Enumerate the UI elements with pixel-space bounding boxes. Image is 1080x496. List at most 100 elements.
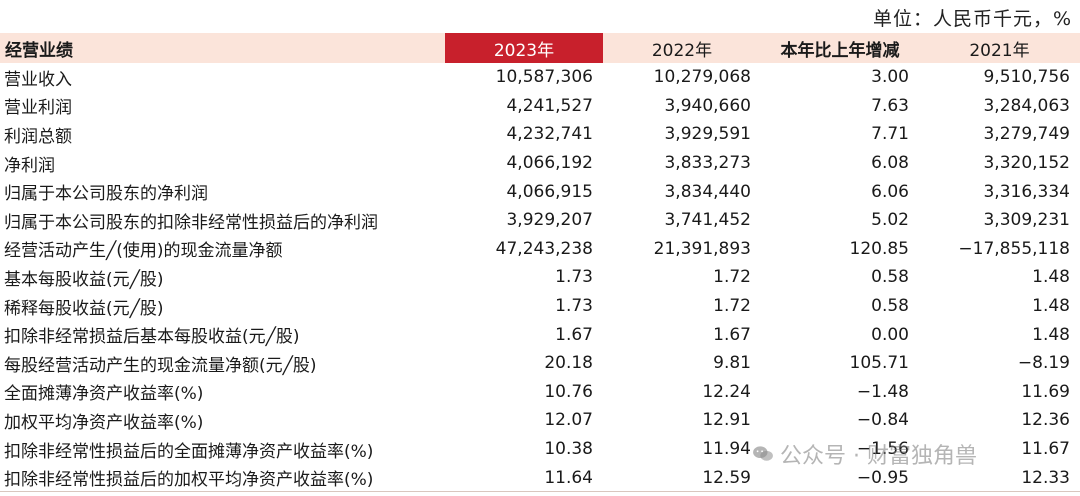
table-row: 稀释每股收益(元╱股) 1.73 1.72 0.58 1.48	[0, 292, 1080, 321]
table-row: 每股经营活动产生的现金流量净额(元╱股) 20.18 9.81 105.71 −8.19	[0, 349, 1080, 378]
cell-2021: 3,279,749	[983, 124, 1070, 145]
table-row: 营业收入 10,587,306 10,279,068 3.00 9,510,756	[0, 63, 1080, 92]
cell-change: 0.58	[871, 267, 909, 288]
cell-change: 7.63	[871, 95, 909, 116]
cell-change: 0.58	[871, 296, 909, 317]
cell-change: 105.71	[849, 353, 909, 374]
cell-2021: 1.48	[1032, 296, 1070, 317]
row-label: 归属于本公司股东的净利润	[4, 184, 208, 205]
cell-change: 7.71	[871, 124, 909, 145]
table-header-row: 经营业绩 2023年 2022年 本年比上年增减 2021年	[0, 33, 1080, 63]
table-row: 扣除非经常性损益后的加权平均净资产收益率(%) 11.64 12.59 −0.95 12…	[0, 463, 1080, 492]
cell-change: 0.00	[871, 324, 909, 345]
cell-2023: 47,243,238	[495, 238, 593, 259]
performance-table: 经营业绩 2023年 2022年 本年比上年增减 2021年 营业收入 10,58…	[0, 33, 1080, 492]
table-row: 加权平均净资产收益率(%) 12.07 12.91 −0.84 12.36	[0, 406, 1080, 435]
cell-2021: 1.48	[1032, 324, 1070, 345]
table-row: 营业利润 4,241,527 3,940,660 7.63 3,284,063	[0, 92, 1080, 121]
row-label: 基本每股收益(元╱股)	[4, 269, 164, 290]
bottom-divider	[0, 491, 1080, 492]
table-row: 全面摊薄净资产收益率(%) 10.76 12.24 −1.48 11.69	[0, 378, 1080, 407]
row-label: 扣除非经常损益后基本每股收益(元╱股)	[4, 327, 300, 348]
table-row: 归属于本公司股东的净利润 4,066,915 3,834,440 6.06 3,316,…	[0, 177, 1080, 206]
cell-2022: 3,741,452	[664, 210, 751, 231]
cell-2021: 12.36	[1021, 410, 1070, 431]
cell-2023: 1.73	[555, 296, 593, 317]
cell-2022: 1.72	[713, 296, 751, 317]
unit-note: 单位：人民币千元，%	[872, 8, 1072, 30]
table-row: 经营活动产生╱(使用)的现金流量净额 47,243,238 21,391,893 12…	[0, 235, 1080, 264]
cell-change: 6.06	[871, 181, 909, 202]
table-row: 扣除非经常性损益后的全面摊薄净资产收益率(%) 10.38 11.94 −1.56 11…	[0, 435, 1080, 464]
cell-2023: 20.18	[544, 353, 593, 374]
cell-2023: 11.64	[544, 467, 593, 488]
cell-2022: 3,940,660	[664, 95, 751, 116]
cell-change: −1.48	[856, 381, 909, 402]
row-label: 每股经营活动产生的现金流量净额(元╱股)	[4, 355, 317, 376]
cell-2022: 12.59	[702, 467, 751, 488]
cell-2021: 3,320,152	[983, 153, 1070, 174]
table-row: 基本每股收益(元╱股) 1.73 1.72 0.58 1.48	[0, 263, 1080, 292]
cell-2021: 9,510,756	[983, 67, 1070, 88]
cell-change: 3.00	[871, 67, 909, 88]
row-label: 扣除非经常性损益后的全面摊薄净资产收益率(%)	[4, 441, 374, 462]
cell-2022: 1.67	[713, 324, 751, 345]
cell-2021: 3,309,231	[983, 210, 1070, 231]
cell-2023: 1.67	[555, 324, 593, 345]
cell-change: 120.85	[849, 238, 909, 259]
cell-change: 6.08	[871, 153, 909, 174]
header-2022: 2022年	[651, 40, 713, 61]
header-label: 经营业绩	[5, 40, 73, 61]
cell-change: 5.02	[871, 210, 909, 231]
cell-2023: 4,066,915	[506, 181, 593, 202]
cell-2022: 3,833,273	[664, 153, 751, 174]
cell-2022: 12.24	[702, 381, 751, 402]
cell-2023: 12.07	[544, 410, 593, 431]
cell-2021: −17,855,118	[958, 238, 1070, 259]
header-2023: 2023年	[445, 33, 603, 63]
table-row: 净利润 4,066,192 3,833,273 6.08 3,320,152	[0, 149, 1080, 178]
row-label: 稀释每股收益(元╱股)	[4, 298, 164, 319]
cell-2021: 3,316,334	[983, 181, 1070, 202]
cell-2022: 1.72	[713, 267, 751, 288]
cell-2021: 11.69	[1021, 381, 1070, 402]
cell-2023: 10.76	[544, 381, 593, 402]
cell-2023: 4,241,527	[506, 95, 593, 116]
header-2021: 2021年	[969, 40, 1030, 61]
cell-change: −1.56	[856, 439, 909, 460]
cell-2023: 4,232,741	[506, 124, 593, 145]
table-body: 营业收入 10,587,306 10,279,068 3.00 9,510,756 营业利…	[0, 63, 1080, 492]
cell-2021: −8.19	[1017, 353, 1070, 374]
cell-2023: 10.38	[544, 439, 593, 460]
row-label: 利润总额	[4, 126, 72, 147]
cell-2023: 4,066,192	[506, 153, 593, 174]
cell-change: −0.95	[856, 467, 909, 488]
row-label: 加权平均净资产收益率(%)	[4, 412, 204, 433]
cell-2022: 3,929,591	[664, 124, 751, 145]
cell-2022: 9.81	[713, 353, 751, 374]
table-row: 扣除非经常损益后基本每股收益(元╱股) 1.67 1.67 0.00 1.48	[0, 320, 1080, 349]
row-label: 经营活动产生╱(使用)的现金流量净额	[4, 241, 283, 262]
header-change: 本年比上年增减	[780, 40, 900, 61]
row-label: 全面摊薄净资产收益率(%)	[4, 384, 204, 405]
table-row: 利润总额 4,232,741 3,929,591 7.71 3,279,749	[0, 120, 1080, 149]
cell-2021: 1.48	[1032, 267, 1070, 288]
cell-2021: 12.33	[1021, 467, 1070, 488]
row-label: 净利润	[4, 155, 55, 176]
cell-2023: 1.73	[555, 267, 593, 288]
cell-2022: 11.94	[702, 439, 751, 460]
row-label: 营业利润	[4, 98, 72, 119]
cell-2021: 3,284,063	[983, 95, 1070, 116]
cell-2021: 11.67	[1021, 439, 1070, 460]
cell-2022: 12.91	[702, 410, 751, 431]
cell-2022: 21,391,893	[653, 238, 751, 259]
row-label: 归属于本公司股东的扣除非经常性损益后的净利润	[4, 212, 378, 233]
cell-2022: 10,279,068	[653, 67, 751, 88]
cell-change: −0.84	[856, 410, 909, 431]
cell-2023: 10,587,306	[495, 67, 593, 88]
row-label: 扣除非经常性损益后的加权平均净资产收益率(%)	[4, 470, 374, 491]
cell-2023: 3,929,207	[506, 210, 593, 231]
row-label: 营业收入	[4, 69, 72, 90]
table-row: 归属于本公司股东的扣除非经常性损益后的净利润 3,929,207 3,741,452…	[0, 206, 1080, 235]
cell-2022: 3,834,440	[664, 181, 751, 202]
